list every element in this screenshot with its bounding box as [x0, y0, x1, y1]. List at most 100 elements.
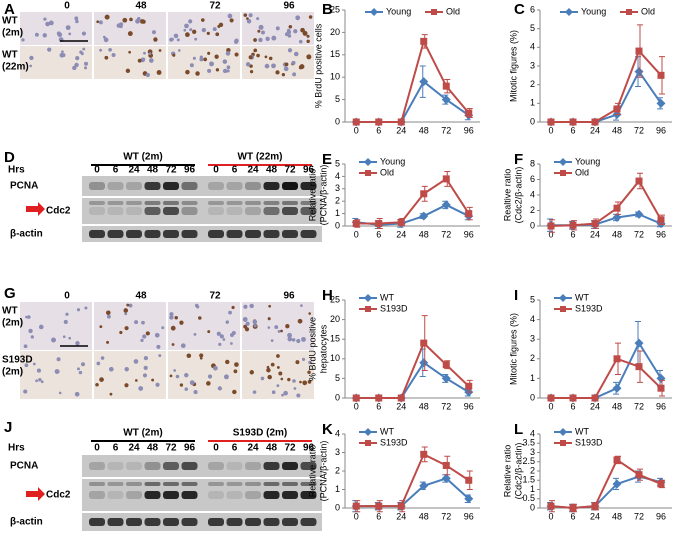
blot-strip: [82, 226, 322, 242]
arrow: [26, 487, 45, 501]
nucleus: [27, 315, 31, 319]
nucleus: [283, 66, 289, 72]
lane-label: 24: [128, 443, 140, 454]
y-tick-label: 2: [530, 205, 535, 215]
nucleus: [243, 304, 248, 309]
band: [263, 207, 280, 215]
arrow: [26, 202, 45, 216]
nucleus: [80, 52, 84, 56]
row-label: (22m): [2, 62, 29, 73]
nucleus: [106, 314, 111, 319]
lane-label: 96: [303, 165, 315, 176]
nucleus: [207, 330, 211, 334]
column-label: 72: [209, 1, 221, 12]
nucleus: [185, 69, 190, 75]
lane-label: 24: [128, 165, 140, 176]
y-axis-label: Mitotic figures (%): [508, 30, 518, 102]
band: [89, 491, 105, 499]
y-tick-label: 4: [335, 171, 340, 181]
series-line: [356, 341, 470, 399]
marker: [613, 105, 621, 113]
y-tick-label: 0: [335, 116, 340, 126]
y-tick-label: 20: [330, 314, 340, 324]
band: [300, 201, 317, 205]
marker: [657, 384, 665, 392]
nucleus: [151, 378, 155, 382]
nucleus: [225, 320, 230, 324]
nucleus: [301, 336, 306, 342]
nucleus: [199, 356, 203, 360]
nucleus: [295, 360, 300, 365]
y-tick-label: 0: [530, 392, 535, 402]
band: [89, 201, 105, 205]
nucleus: [161, 326, 165, 330]
x-tick-label: 24: [396, 511, 406, 521]
nucleus: [154, 332, 160, 338]
nucleus: [169, 315, 174, 320]
nucleus: [222, 68, 228, 74]
marker: [441, 373, 451, 383]
nucleus: [198, 316, 202, 320]
legend-marker: [365, 306, 371, 312]
x-tick-label: 24: [396, 401, 406, 411]
nucleus: [188, 19, 193, 24]
column-label: 48: [135, 291, 147, 302]
x-tick-label: 24: [396, 125, 406, 135]
nucleus: [192, 29, 197, 34]
nucleus: [234, 52, 239, 57]
y-axis-label: Realtive ratio: [502, 169, 512, 222]
nucleus: [29, 55, 34, 61]
row-label: β-actin: [10, 517, 43, 528]
x-tick-label: 6: [570, 125, 575, 135]
row-label: (2m): [2, 28, 23, 39]
marker: [657, 480, 665, 488]
band: [89, 518, 105, 526]
nucleus: [128, 50, 132, 54]
nucleus: [260, 376, 265, 381]
x-tick-label: 0: [548, 511, 553, 521]
nucleus: [292, 72, 297, 77]
nucleus: [256, 53, 260, 58]
nucleus: [51, 337, 56, 343]
nucleus: [38, 324, 44, 330]
nucleus: [80, 362, 86, 367]
band: [263, 518, 280, 526]
nucleus: [267, 317, 271, 321]
nucleus: [124, 326, 129, 331]
nucleus: [176, 38, 180, 42]
y-tick-label: 6: [530, 174, 535, 184]
band: [126, 182, 142, 190]
nucleus: [207, 68, 212, 73]
marker: [352, 394, 360, 402]
marker: [635, 363, 643, 371]
hrs-label: Hrs: [8, 443, 25, 454]
nucleus: [268, 304, 272, 308]
nucleus: [173, 369, 177, 372]
marker: [657, 71, 665, 79]
nucleus: [105, 310, 111, 316]
band: [163, 462, 179, 470]
y-tick-label: 3: [530, 447, 535, 457]
marker: [352, 502, 360, 510]
marker: [375, 394, 383, 402]
band: [126, 462, 142, 470]
nucleus: [206, 381, 211, 386]
legend-marker: [559, 428, 567, 436]
band: [181, 462, 198, 470]
row-label: WT: [2, 306, 18, 317]
nucleus: [108, 47, 112, 52]
band: [181, 182, 198, 190]
nucleus: [61, 50, 64, 54]
panel-letter: H: [322, 287, 333, 304]
nucleus: [253, 38, 257, 42]
nucleus: [207, 51, 211, 55]
nucleus: [199, 353, 204, 358]
x-tick-label: 96: [464, 229, 474, 239]
band: [226, 491, 243, 499]
nucleus: [172, 53, 176, 57]
band: [181, 230, 198, 238]
nucleus: [34, 32, 39, 37]
band: [300, 230, 317, 238]
nucleus: [99, 48, 103, 52]
x-tick-label: 96: [656, 401, 666, 411]
